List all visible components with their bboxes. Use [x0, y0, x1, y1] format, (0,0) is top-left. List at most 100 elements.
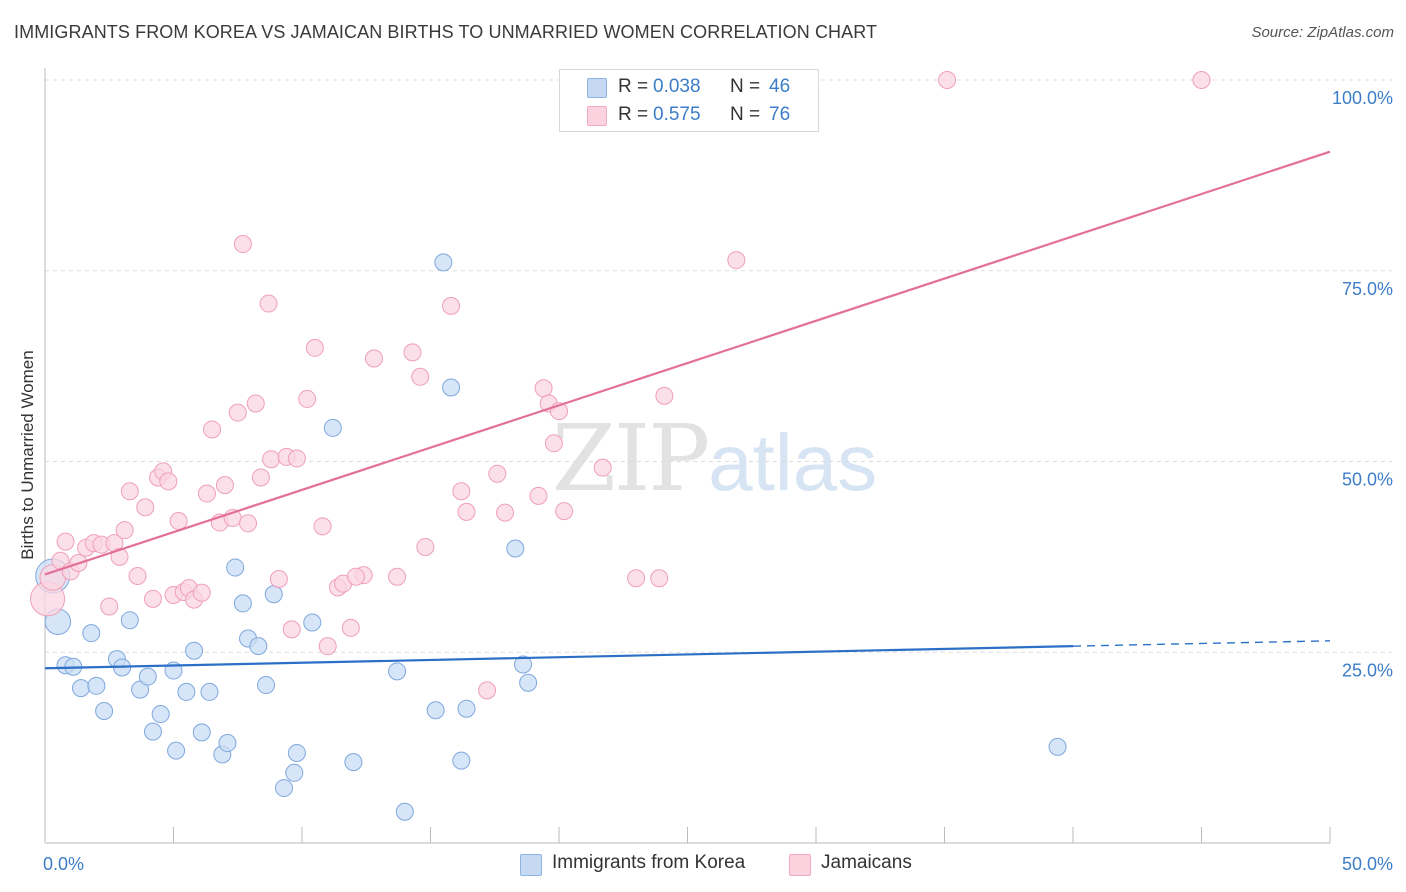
point-jamaica — [305, 338, 324, 357]
series-swatch-jamaica — [789, 854, 811, 876]
series-legend: Immigrants from Korea Jamaicans — [0, 852, 1406, 876]
point-korea — [1048, 737, 1067, 756]
series-label-korea: Immigrants from Korea — [552, 852, 746, 873]
point-jamaica — [457, 502, 476, 521]
point-jamaica — [496, 503, 515, 522]
y-tick-label: 25.0% — [1342, 660, 1393, 680]
point-jamaica — [259, 294, 278, 313]
point-jamaica — [136, 498, 155, 517]
point-korea — [233, 594, 252, 613]
point-jamaica — [192, 583, 211, 602]
trendline-extension-korea — [1072, 640, 1331, 647]
point-jamaica — [727, 251, 746, 270]
point-korea — [275, 779, 294, 798]
legend-swatch-korea — [587, 78, 607, 98]
point-jamaica — [143, 589, 162, 608]
point-jamaica — [938, 71, 957, 89]
point-jamaica — [169, 512, 188, 531]
point-korea — [185, 641, 204, 660]
point-korea — [506, 539, 525, 558]
legend-r-label: R = — [618, 104, 649, 125]
series-swatch-korea — [520, 854, 542, 876]
point-jamaica — [403, 343, 422, 362]
point-jamaica — [346, 567, 365, 586]
point-korea — [120, 611, 139, 630]
trendline-korea — [44, 645, 1074, 670]
point-korea — [151, 705, 170, 724]
point-jamaica — [555, 502, 574, 521]
point-korea — [143, 722, 162, 741]
point-jamaica — [341, 618, 360, 637]
legend-row-korea: R = 0.038 N = 46 — [560, 73, 818, 101]
point-korea — [303, 613, 322, 632]
point-korea — [442, 378, 461, 397]
point-jamaica — [215, 476, 234, 495]
point-jamaica — [318, 637, 337, 656]
point-korea — [264, 585, 283, 604]
point-korea — [257, 676, 276, 695]
point-jamaica — [416, 537, 435, 556]
chart-title: IMMIGRANTS FROM KOREA VS JAMAICAN BIRTHS… — [14, 22, 878, 42]
point-jamaica — [1192, 71, 1211, 89]
point-jamaica — [282, 620, 301, 639]
watermark-atlas: atlas — [708, 418, 878, 507]
point-korea — [395, 802, 414, 821]
point-jamaica — [228, 403, 247, 422]
legend-r-value: 0.575 — [653, 104, 701, 125]
x-tick-label: 50.0% — [1342, 854, 1393, 874]
point-jamaica — [655, 386, 674, 405]
point-jamaica — [627, 569, 646, 588]
point-jamaica — [544, 434, 563, 453]
legend-n-label: N = — [730, 76, 761, 97]
point-jamaica — [128, 566, 147, 585]
point-jamaica — [650, 569, 669, 588]
y-tick-label: 50.0% — [1342, 470, 1393, 490]
point-jamaica — [411, 367, 430, 386]
point-korea — [200, 682, 219, 701]
point-jamaica — [364, 349, 383, 368]
point-korea — [344, 753, 363, 772]
point-korea — [82, 624, 101, 643]
point-jamaica — [197, 484, 216, 503]
point-jamaica — [529, 486, 548, 505]
point-korea — [87, 676, 106, 695]
point-jamaica — [159, 472, 178, 491]
point-jamaica — [110, 547, 129, 566]
legend-row-jamaica: R = 0.575 N = 76 — [560, 101, 818, 129]
source-label: Source: ZipAtlas.com — [1251, 24, 1394, 41]
point-jamaica — [239, 514, 258, 533]
point-korea — [218, 734, 237, 753]
correlation-legend: R = 0.038 N = 46 R = 0.575 N = 76 — [559, 69, 819, 132]
point-korea — [457, 699, 476, 718]
point-korea — [285, 763, 304, 782]
watermark: ZIPatlas — [552, 405, 877, 512]
point-jamaica — [388, 567, 407, 586]
y-tick-label: 100.0% — [1332, 88, 1393, 108]
point-korea — [323, 418, 342, 437]
point-korea — [287, 743, 306, 762]
point-jamaica — [56, 532, 75, 551]
point-jamaica — [478, 681, 497, 700]
point-jamaica — [298, 389, 317, 408]
point-jamaica — [246, 394, 265, 413]
point-jamaica — [203, 420, 222, 439]
y-tick-label: 75.0% — [1342, 279, 1393, 299]
point-jamaica — [100, 597, 119, 616]
trendline-jamaica — [44, 150, 1331, 576]
point-korea — [192, 723, 211, 742]
legend-n-value: 46 — [769, 76, 791, 97]
point-jamaica — [452, 482, 471, 501]
point-jamaica — [262, 450, 281, 469]
point-korea — [71, 679, 90, 698]
legend-r-label: R = — [618, 76, 649, 97]
watermark-zip: ZIP — [552, 405, 710, 512]
point-jamaica — [120, 482, 139, 501]
point-korea — [95, 702, 114, 721]
point-korea — [514, 655, 533, 674]
legend-n-label: N = — [730, 104, 761, 125]
point-korea — [434, 253, 453, 272]
point-korea — [167, 741, 186, 760]
series-label-jamaica: Jamaicans — [821, 852, 912, 873]
x-tick-label: 0.0% — [43, 854, 84, 874]
